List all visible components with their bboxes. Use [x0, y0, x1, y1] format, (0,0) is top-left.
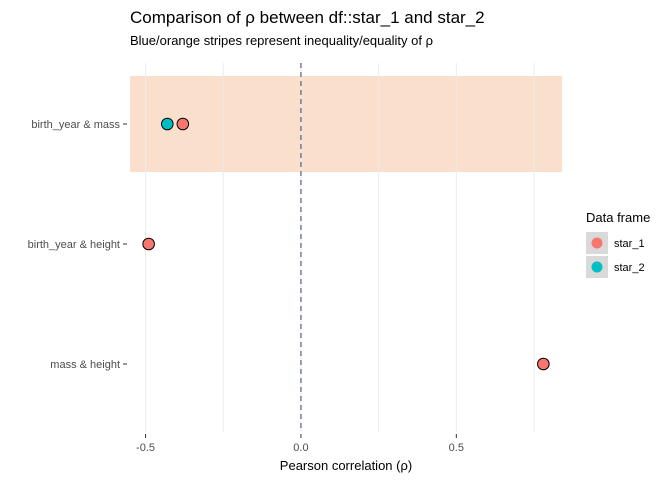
- x-tick-label: -0.5: [136, 442, 155, 454]
- legend-key-star-1: [591, 237, 603, 249]
- x-tick-label: 0.5: [449, 442, 464, 454]
- y-tick-label-birth-year-mass: birth_year & mass: [31, 119, 120, 131]
- legend-title: Data frame: [586, 210, 650, 225]
- stripe-layer: [130, 76, 562, 172]
- x-tick-label: 0.0: [293, 442, 308, 454]
- x-axis-title: Pearson correlation (ρ): [280, 458, 412, 473]
- y-axis: birth_year & mass birth_year & height mass…: [28, 119, 127, 371]
- legend: Data frame star_1 star_2: [586, 210, 650, 278]
- chart-title: Comparison of ρ between df::star_1 and s…: [130, 8, 485, 27]
- legend-label-star-2: star_2: [614, 262, 645, 274]
- chart-subtitle: Blue/orange stripes represent inequality…: [130, 33, 433, 48]
- legend-item-star-2: star_2: [586, 256, 645, 278]
- legend-label-star-1: star_1: [614, 238, 645, 250]
- legend-item-star-1: star_1: [586, 232, 645, 254]
- point-star-1-birth-year-mass: [176, 117, 190, 131]
- legend-items: star_1 star_2: [586, 232, 645, 278]
- y-tick-label-birth-year-height: birth_year & height: [28, 239, 120, 251]
- legend-key-star-2: [591, 261, 603, 273]
- y-tick-label-mass-height: mass & height: [50, 359, 120, 371]
- point-star-1-birth-year-height: [142, 237, 155, 251]
- point-star-2-birth-year-mass: [160, 117, 174, 131]
- data-points: [142, 117, 550, 371]
- stripe-birth-year-mass: [130, 76, 562, 172]
- x-axis: -0.5 0.0 0.5: [136, 434, 464, 454]
- point-star-1-mass-height: [537, 357, 550, 371]
